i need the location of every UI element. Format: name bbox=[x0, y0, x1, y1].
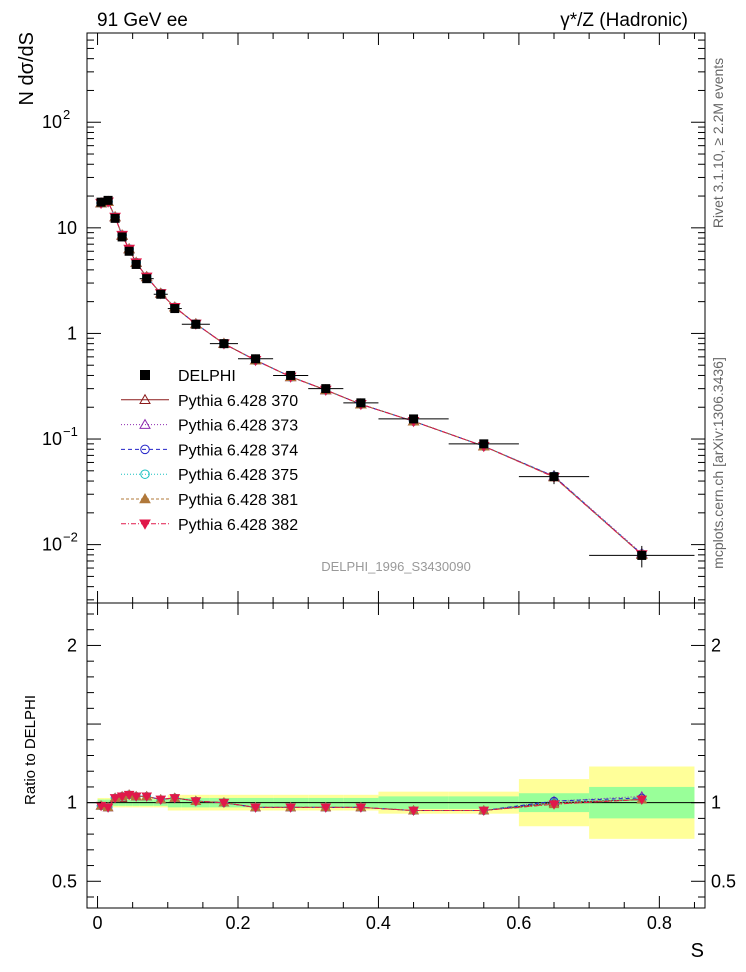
legend-marker-2 bbox=[140, 444, 150, 455]
data-point bbox=[142, 274, 152, 284]
data-point bbox=[286, 370, 296, 380]
ratio-tick-label-right: 1 bbox=[711, 793, 721, 813]
header-left: 91 GeV ee bbox=[97, 10, 188, 31]
mcplots-label: mcplots.cern.ch [arXiv:1306.3436] bbox=[710, 357, 726, 569]
data-point bbox=[637, 550, 647, 560]
legend-label-4: Pythia 6.428 381 bbox=[178, 492, 298, 509]
ratio-tick-label: 0.5 bbox=[52, 871, 77, 891]
ratio-series-marker-5 bbox=[141, 792, 153, 802]
ratio-tick-label: 2 bbox=[67, 635, 77, 655]
y-tick-label-exponent: 2 bbox=[63, 107, 70, 122]
data-point bbox=[479, 439, 489, 449]
ratio-series-marker-5 bbox=[169, 794, 181, 804]
y-axis-label: N dσ/dS bbox=[16, 32, 38, 106]
y-tick-label-exponent: −1 bbox=[63, 424, 78, 439]
data-point bbox=[251, 354, 261, 364]
ratio-tick-label-right: 0.5 bbox=[711, 871, 736, 891]
data-point bbox=[124, 246, 134, 256]
legend-label-data: DELPHI bbox=[178, 368, 236, 385]
y-tick-label: 10 bbox=[42, 535, 62, 555]
ratio-series-marker-5 bbox=[320, 803, 332, 813]
x-tick-label: 0.6 bbox=[506, 913, 531, 933]
y-tick-label: 10 bbox=[42, 429, 62, 449]
ratio-series-marker-5 bbox=[109, 794, 121, 804]
legend-label-1: Pythia 6.428 373 bbox=[178, 418, 298, 435]
ratio-series-marker-5 bbox=[116, 792, 128, 802]
header-right: γ*/Z (Hadronic) bbox=[560, 10, 688, 31]
x-axis-label: S bbox=[691, 940, 704, 962]
ratio-series-marker-5 bbox=[250, 803, 261, 813]
ratio-series-marker-5 bbox=[408, 806, 419, 817]
watermark: DELPHI_1996_S3430090 bbox=[321, 559, 471, 574]
legend-marker-4 bbox=[139, 492, 151, 504]
x-tick-label: 0.4 bbox=[366, 913, 391, 933]
legend-label-2: Pythia 6.428 374 bbox=[178, 442, 298, 459]
data-point bbox=[219, 339, 229, 349]
data-point bbox=[110, 213, 120, 223]
legend-label-5: Pythia 6.428 382 bbox=[178, 517, 298, 534]
legend-label-3: Pythia 6.428 375 bbox=[178, 467, 298, 484]
ratio-series-marker-5 bbox=[355, 803, 367, 813]
legend-label-0: Pythia 6.428 370 bbox=[178, 393, 298, 410]
data-point bbox=[191, 319, 201, 329]
ratio-series-marker-5 bbox=[155, 795, 167, 806]
ratio-series-marker-5 bbox=[478, 806, 490, 817]
x-tick-label: 0.2 bbox=[225, 913, 250, 933]
data-point bbox=[131, 259, 141, 269]
x-tick-label: 0.8 bbox=[647, 913, 672, 933]
ratio-series-marker-5 bbox=[102, 803, 114, 813]
y-tick-label: 10 bbox=[57, 218, 77, 238]
ratio-series-marker-5 bbox=[190, 797, 202, 807]
x-tick-label: 0 bbox=[93, 913, 103, 933]
data-point bbox=[117, 232, 127, 242]
legend-marker-5 bbox=[139, 519, 151, 530]
ratio-series-marker-5 bbox=[548, 800, 560, 810]
ratio-series-marker-5 bbox=[130, 792, 142, 802]
legend-marker-data bbox=[140, 370, 150, 380]
data-point bbox=[170, 304, 180, 314]
y-tick-label-exponent: −2 bbox=[63, 530, 78, 545]
data-point bbox=[96, 197, 106, 207]
data-point bbox=[103, 195, 113, 205]
ratio-series-marker-5 bbox=[636, 795, 648, 806]
y-tick-label: 10 bbox=[42, 112, 62, 132]
ratio-series-marker-5 bbox=[285, 803, 297, 813]
data-point bbox=[156, 289, 166, 299]
ratio-series-marker-5 bbox=[218, 798, 230, 809]
data-point bbox=[409, 414, 419, 424]
ratio-y-axis-label: Ratio to DELPHI bbox=[22, 695, 39, 805]
data-point bbox=[321, 384, 331, 394]
ratio-tick-label-right: 2 bbox=[711, 635, 721, 655]
rivet-label: Rivet 3.1.10, ≥ 2.2M events bbox=[710, 58, 726, 228]
data-point bbox=[356, 398, 366, 408]
ratio-tick-label: 1 bbox=[67, 793, 77, 813]
data-point bbox=[549, 472, 559, 482]
legend-marker-0 bbox=[139, 393, 151, 405]
y-tick-label: 1 bbox=[67, 323, 77, 343]
legend-marker-1 bbox=[139, 418, 151, 429]
legend-marker-3 bbox=[140, 469, 150, 479]
ratio-plot-frame bbox=[86, 602, 706, 909]
